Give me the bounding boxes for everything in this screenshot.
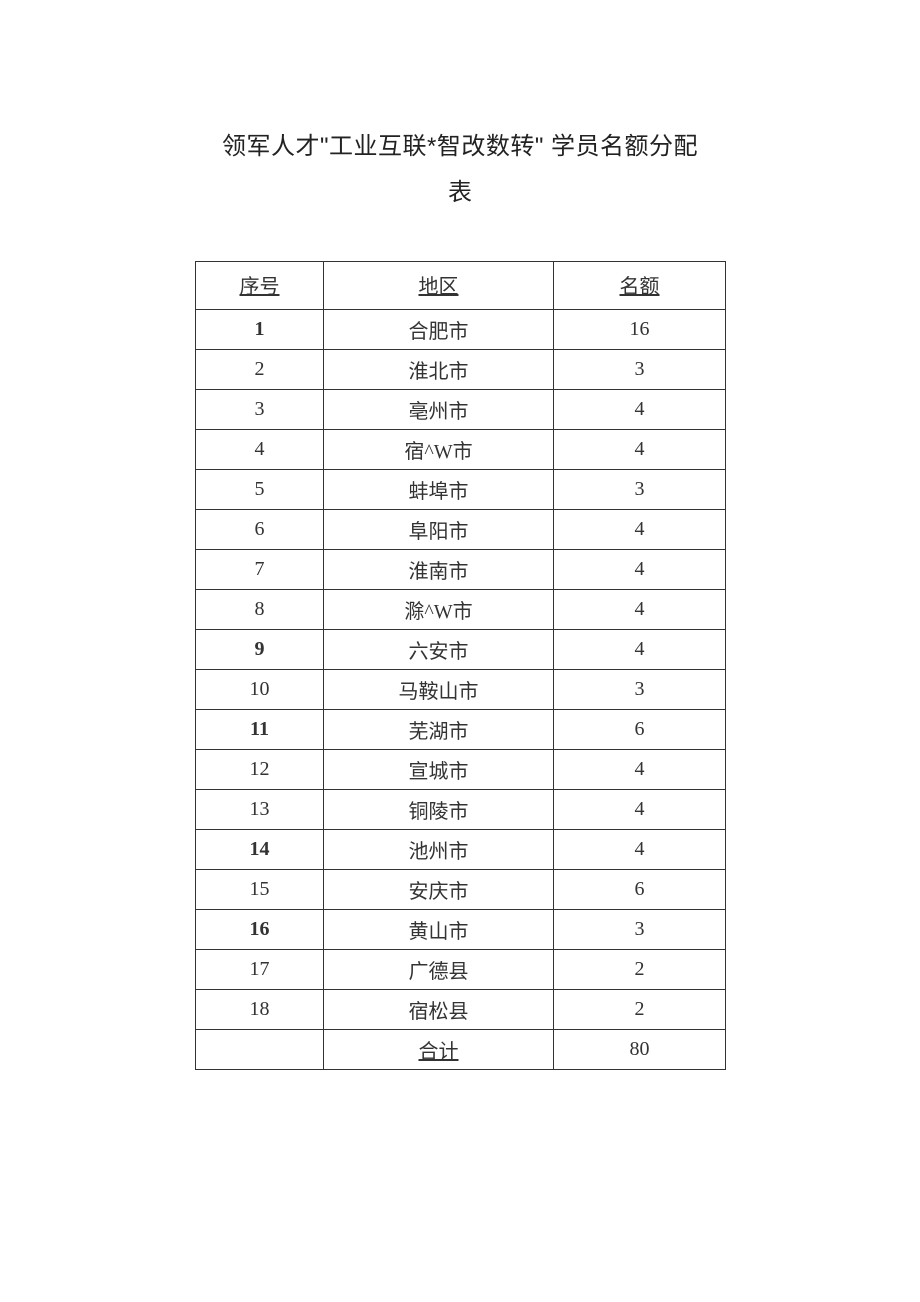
header-quota: 名额 [554, 261, 726, 309]
quota-table-wrapper: 序号 地区 名额 1合肥市162淮北市33亳州市44宿^W市45蚌埠市36阜阳市… [195, 261, 725, 1070]
table-row: 3亳州市4 [196, 389, 726, 429]
cell-seq: 14 [196, 829, 324, 869]
cell-seq: 1 [196, 309, 324, 349]
cell-seq: 2 [196, 349, 324, 389]
cell-quota: 2 [554, 949, 726, 989]
table-footer-row: 合计 80 [196, 1029, 726, 1069]
cell-region: 六安市 [324, 629, 554, 669]
cell-region: 铜陵市 [324, 789, 554, 829]
table-row: 2淮北市3 [196, 349, 726, 389]
cell-seq: 18 [196, 989, 324, 1029]
cell-region: 宣城市 [324, 749, 554, 789]
table-row: 10马鞍山市3 [196, 669, 726, 709]
cell-seq: 6 [196, 509, 324, 549]
cell-region: 亳州市 [324, 389, 554, 429]
header-seq: 序号 [196, 261, 324, 309]
cell-quota: 4 [554, 789, 726, 829]
cell-seq: 17 [196, 949, 324, 989]
cell-seq: 4 [196, 429, 324, 469]
cell-seq: 9 [196, 629, 324, 669]
footer-quota: 80 [554, 1029, 726, 1069]
table-row: 16黄山市3 [196, 909, 726, 949]
document-title: 领军人才"工业互联*智改数转" 学员名额分配 表 [190, 128, 730, 213]
cell-quota: 4 [554, 589, 726, 629]
table-row: 15安庆市6 [196, 869, 726, 909]
quota-table: 序号 地区 名额 1合肥市162淮北市33亳州市44宿^W市45蚌埠市36阜阳市… [195, 261, 726, 1070]
cell-region: 池州市 [324, 829, 554, 869]
footer-seq [196, 1029, 324, 1069]
cell-quota: 4 [554, 509, 726, 549]
table-row: 1合肥市16 [196, 309, 726, 349]
cell-quota: 3 [554, 349, 726, 389]
cell-region: 安庆市 [324, 869, 554, 909]
cell-quota: 6 [554, 869, 726, 909]
table-row: 18宿松县2 [196, 989, 726, 1029]
table-row: 5蚌埠市3 [196, 469, 726, 509]
table-row: 14池州市4 [196, 829, 726, 869]
header-region: 地区 [324, 261, 554, 309]
cell-quota: 4 [554, 389, 726, 429]
cell-seq: 10 [196, 669, 324, 709]
cell-region: 蚌埠市 [324, 469, 554, 509]
cell-region: 合肥市 [324, 309, 554, 349]
cell-region: 滁^W市 [324, 589, 554, 629]
table-row: 11芜湖市6 [196, 709, 726, 749]
table-row: 8滁^W市4 [196, 589, 726, 629]
cell-quota: 2 [554, 989, 726, 1029]
cell-region: 淮南市 [324, 549, 554, 589]
cell-quota: 6 [554, 709, 726, 749]
cell-quota: 3 [554, 469, 726, 509]
table-body: 1合肥市162淮北市33亳州市44宿^W市45蚌埠市36阜阳市47淮南市48滁^… [196, 309, 726, 1029]
cell-quota: 4 [554, 629, 726, 669]
cell-seq: 12 [196, 749, 324, 789]
cell-seq: 15 [196, 869, 324, 909]
table-row: 17广德县2 [196, 949, 726, 989]
cell-region: 宿^W市 [324, 429, 554, 469]
cell-seq: 16 [196, 909, 324, 949]
cell-region: 广德县 [324, 949, 554, 989]
cell-region: 阜阳市 [324, 509, 554, 549]
cell-region: 宿松县 [324, 989, 554, 1029]
table-row: 7淮南市4 [196, 549, 726, 589]
cell-quota: 4 [554, 829, 726, 869]
cell-region: 淮北市 [324, 349, 554, 389]
cell-seq: 3 [196, 389, 324, 429]
cell-seq: 7 [196, 549, 324, 589]
cell-quota: 16 [554, 309, 726, 349]
table-row: 9六安市4 [196, 629, 726, 669]
cell-quota: 3 [554, 669, 726, 709]
cell-seq: 5 [196, 469, 324, 509]
cell-quota: 4 [554, 549, 726, 589]
cell-region: 马鞍山市 [324, 669, 554, 709]
table-row: 4宿^W市4 [196, 429, 726, 469]
table-header-row: 序号 地区 名额 [196, 261, 726, 309]
cell-seq: 13 [196, 789, 324, 829]
cell-seq: 8 [196, 589, 324, 629]
title-line-1: 领军人才"工业互联*智改数转" 学员名额分配 [190, 128, 730, 166]
title-line-2: 表 [190, 174, 730, 212]
cell-quota: 3 [554, 909, 726, 949]
cell-seq: 11 [196, 709, 324, 749]
cell-quota: 4 [554, 429, 726, 469]
table-row: 13铜陵市4 [196, 789, 726, 829]
table-row: 6阜阳市4 [196, 509, 726, 549]
footer-region: 合计 [324, 1029, 554, 1069]
cell-region: 芜湖市 [324, 709, 554, 749]
cell-quota: 4 [554, 749, 726, 789]
cell-region: 黄山市 [324, 909, 554, 949]
table-row: 12宣城市4 [196, 749, 726, 789]
